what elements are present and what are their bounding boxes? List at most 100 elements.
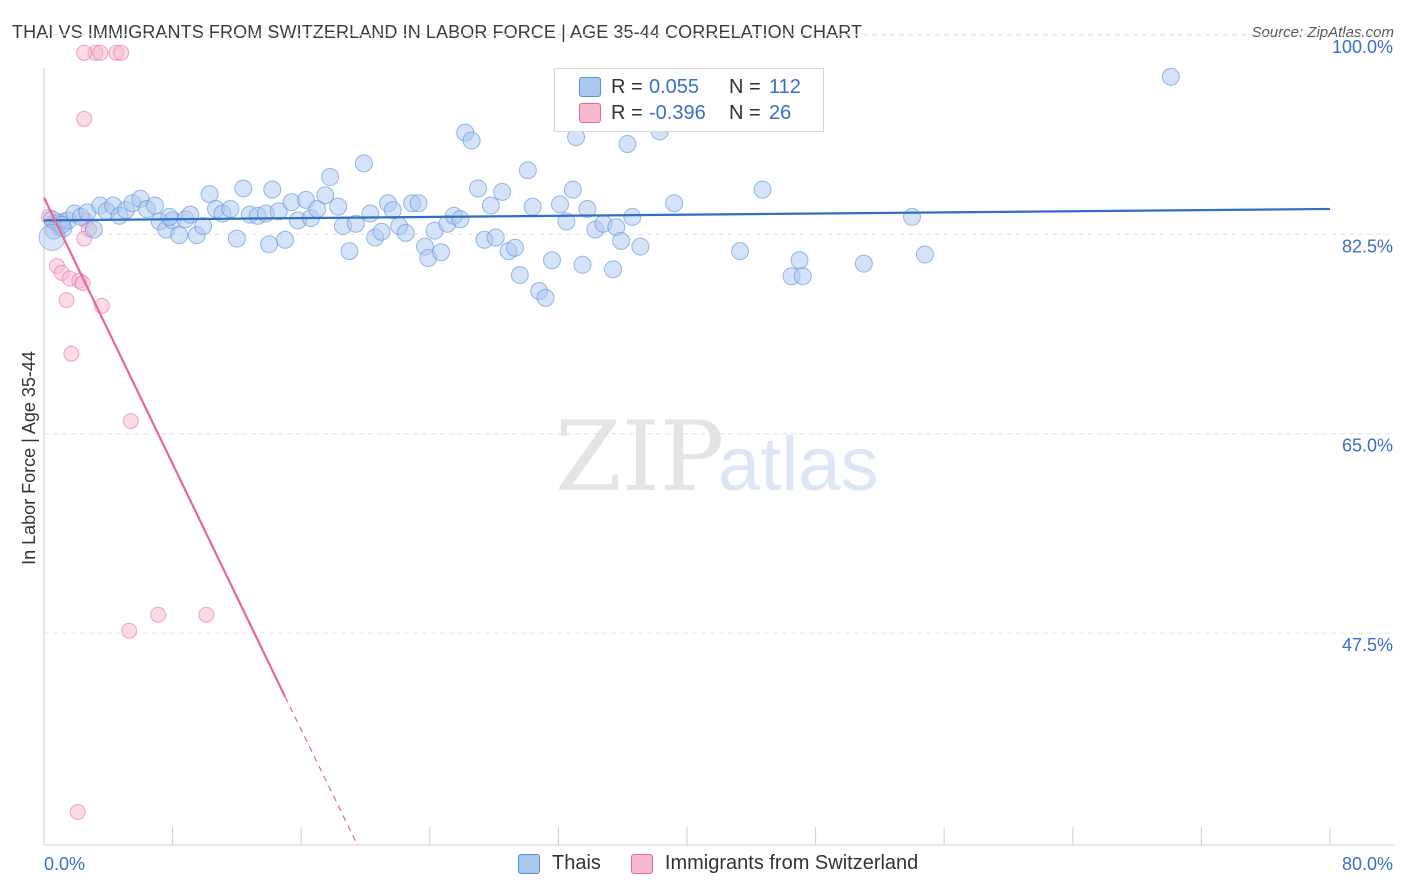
legend-swatch-blue	[518, 853, 540, 874]
data-point	[731, 242, 750, 261]
y-tick-label: 82.5%	[1342, 236, 1393, 256]
legend-swatch-pink	[579, 103, 601, 123]
data-point	[354, 154, 373, 173]
tick-labels: 47.5% 65.0% 82.5% 100.0% 0.0% 80.0%	[44, 37, 1393, 874]
data-point	[510, 266, 529, 285]
data-point	[361, 204, 380, 223]
data-point	[486, 228, 505, 247]
data-point	[573, 255, 592, 274]
trend-line-switzerland	[43, 197, 287, 698]
data-point	[160, 207, 179, 226]
legend-row-switzerland: R = -0.396 N = 26	[579, 101, 791, 125]
data-point	[329, 197, 348, 216]
data-point	[76, 44, 93, 61]
y-tick-label: 100.0%	[1332, 37, 1393, 57]
data-point	[346, 214, 365, 233]
x-tick-label: 80.0%	[1342, 854, 1393, 874]
data-point	[113, 44, 130, 61]
data-point	[563, 180, 582, 199]
series-immigrants-switzerland	[40, 44, 215, 820]
watermark-zip: ZIP	[555, 401, 724, 513]
data-point	[194, 217, 213, 236]
data-point	[63, 345, 80, 362]
data-point	[518, 161, 537, 180]
data-point	[76, 110, 93, 127]
data-point	[263, 180, 282, 199]
data-point	[69, 803, 86, 820]
legend-n-label: N =	[729, 75, 761, 98]
legend-swatch-blue	[579, 77, 601, 97]
watermark: ZIP atlas	[555, 401, 879, 513]
y-tick-label: 65.0%	[1342, 436, 1393, 456]
data-point	[340, 242, 359, 261]
trend-lines	[43, 197, 1331, 846]
legend-n-value: 112	[769, 75, 801, 98]
data-point	[551, 195, 570, 214]
data-point	[1161, 67, 1180, 86]
data-point	[198, 606, 215, 623]
axes	[43, 68, 1394, 846]
data-point	[753, 180, 772, 199]
legend-n-label: N =	[729, 101, 761, 124]
data-point	[631, 237, 650, 256]
data-point	[383, 201, 402, 220]
data-point	[536, 288, 555, 307]
correlation-legend: R = 0.055 N = 112 R = -0.396 N = 26	[554, 68, 824, 132]
data-point	[276, 230, 295, 249]
data-point	[234, 179, 253, 198]
data-point	[903, 207, 922, 226]
y-axis-label: In Labor Force | Age 35-44	[19, 351, 39, 565]
data-point	[38, 223, 66, 251]
data-point	[790, 251, 809, 270]
x-tick-label: 0.0%	[44, 854, 85, 874]
legend-r-label: R =	[611, 101, 643, 124]
data-point	[542, 251, 561, 270]
trend-line-thais	[43, 207, 1331, 222]
trend-line-switzerland-extrapolated	[284, 696, 359, 846]
data-point	[854, 254, 873, 273]
data-point	[578, 199, 597, 218]
legend-label-switzerland: Immigrants from Switzerland	[664, 852, 919, 874]
data-point	[260, 235, 279, 254]
legend-item-switzerland: Immigrants from Switzerland	[630, 852, 919, 875]
data-point	[665, 194, 684, 213]
data-point	[462, 131, 481, 150]
legend-n-value: 26	[769, 101, 792, 124]
legend-label-thais: Thais	[552, 852, 601, 874]
data-point	[505, 238, 524, 257]
data-point	[227, 229, 246, 248]
data-point	[451, 210, 470, 229]
data-point	[618, 134, 637, 153]
data-point	[432, 243, 451, 262]
data-point	[469, 179, 488, 198]
y-tick-label: 47.5%	[1342, 635, 1393, 655]
data-point	[481, 196, 500, 215]
data-point	[523, 197, 542, 216]
data-point	[58, 292, 75, 309]
data-point	[200, 185, 219, 204]
source-label: Source: ZipAtlas.com	[1251, 24, 1394, 41]
data-point	[122, 412, 139, 429]
legend-r-value: -0.396	[649, 101, 706, 124]
legend-r-label: R =	[611, 75, 643, 98]
data-point	[372, 222, 391, 241]
legend-row-thais: R = 0.055 N = 112	[579, 75, 801, 99]
legend-r-value: 0.055	[649, 75, 700, 98]
data-point	[321, 168, 340, 187]
data-point	[396, 223, 415, 242]
data-point	[121, 622, 138, 639]
data-point	[493, 182, 512, 201]
data-point	[612, 231, 631, 250]
data-point	[793, 267, 812, 286]
data-point	[557, 212, 576, 231]
data-point	[150, 606, 167, 623]
data-point	[316, 186, 335, 205]
legend-item-thais: Thais	[518, 852, 601, 875]
data-point	[915, 245, 934, 264]
data-point	[221, 199, 240, 218]
legend-swatch-pink	[630, 853, 653, 874]
series-legend: Thais Immigrants from Switzerland	[518, 852, 948, 875]
data-point	[145, 196, 164, 215]
data-point	[92, 44, 109, 61]
